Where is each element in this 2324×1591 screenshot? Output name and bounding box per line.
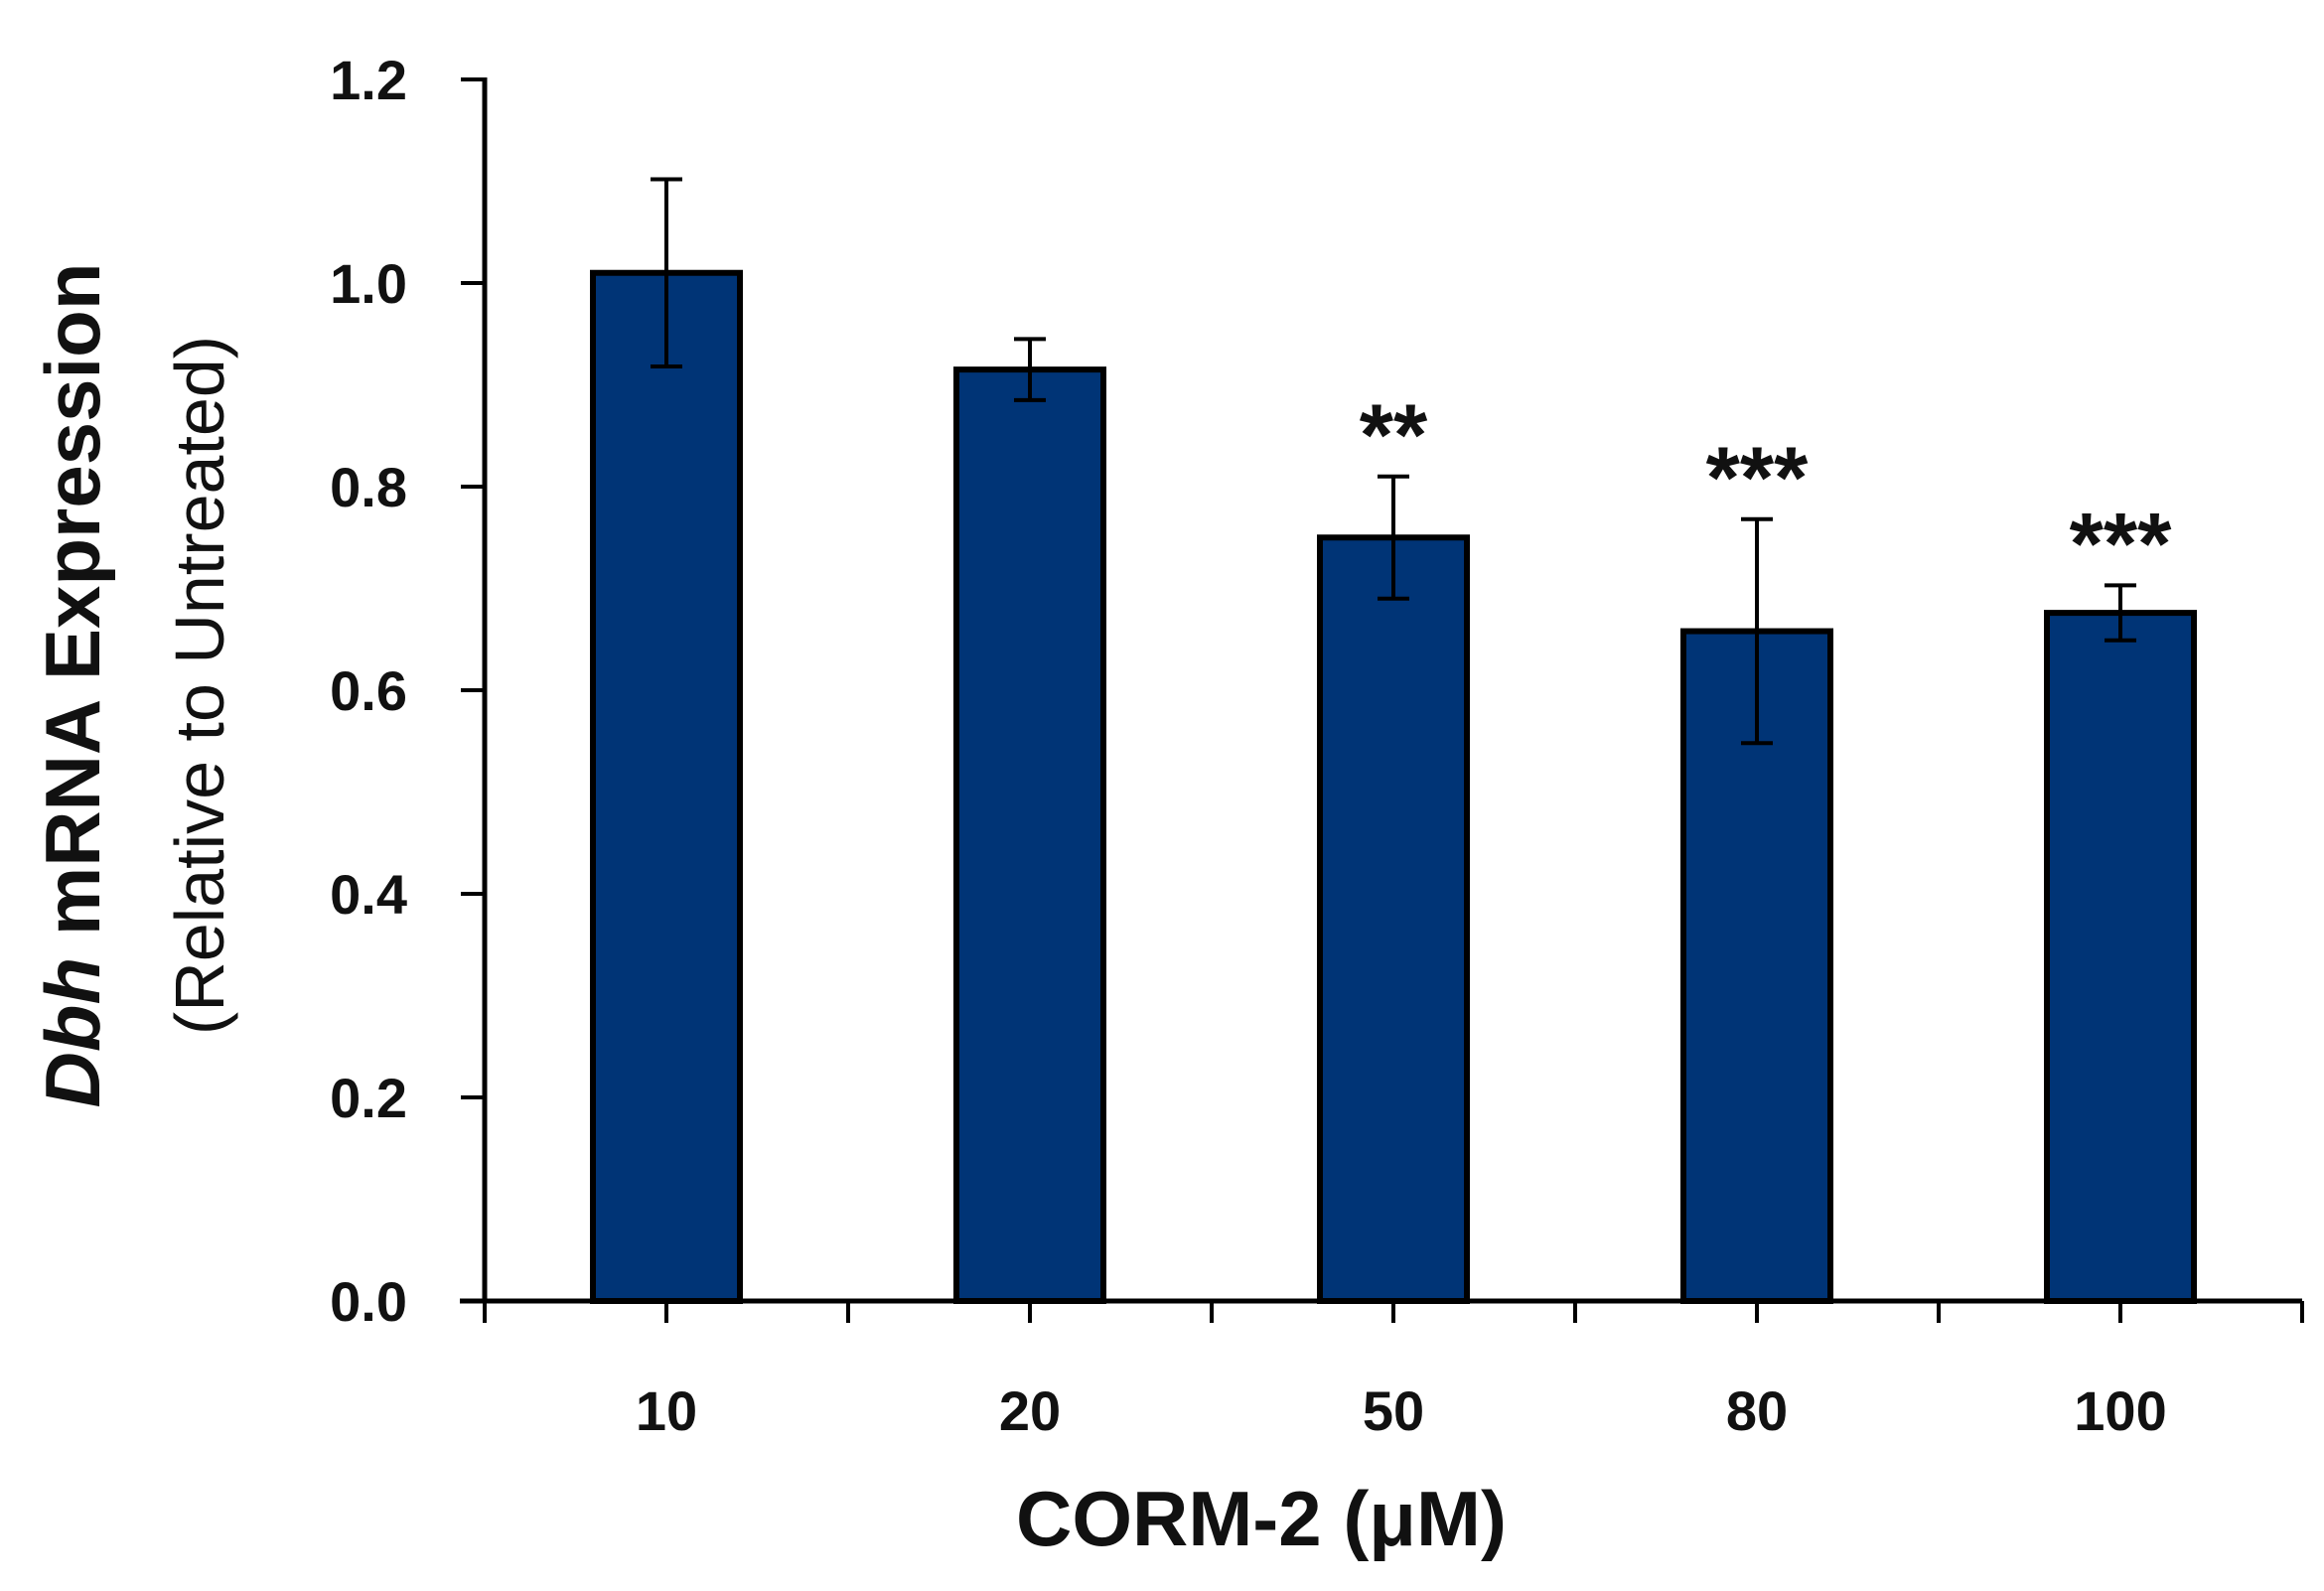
y-tick-label-1.2: 1.2 bbox=[330, 49, 407, 111]
y-tick-label-0.8: 0.8 bbox=[330, 456, 407, 518]
y-tick-label-0.2: 0.2 bbox=[330, 1067, 407, 1129]
x-ticks-layer: 10 20 50 80 100 bbox=[483, 1301, 2304, 1442]
svg-text:Dbh mRNA Expression: Dbh mRNA Expression bbox=[29, 263, 116, 1108]
x-tick-label-100: 100 bbox=[2074, 1379, 2166, 1442]
bar-10 bbox=[590, 269, 743, 1304]
y-tick-label-1.0: 1.0 bbox=[330, 252, 407, 315]
x-axis-title: CORM-2 (μM) bbox=[1016, 1475, 1507, 1562]
error-bars-layer bbox=[651, 177, 2136, 746]
y-tick-label-0.6: 0.6 bbox=[330, 659, 407, 722]
y-axis-subtitle-text: (Relative to Untreated) bbox=[161, 336, 238, 1035]
bar-80 bbox=[1680, 628, 1833, 1304]
y-ticks-layer: 0.0 0.2 0.4 0.6 0.8 1.0 1.2 bbox=[330, 49, 485, 1333]
x-tick-label-20: 20 bbox=[999, 1379, 1061, 1442]
y-axis-subtitle: (Relative to Untreated) bbox=[161, 336, 238, 1035]
significance-marker-100: *** bbox=[2070, 494, 2172, 592]
significance-marker-50: ** bbox=[1360, 385, 1428, 484]
bar-50 bbox=[1317, 534, 1470, 1304]
y-axis-title-main: mRNA Expression bbox=[29, 263, 116, 957]
significance-layer: ** ****** bbox=[1360, 385, 2172, 593]
y-axis-title-gene: Dbh bbox=[29, 957, 116, 1108]
significance-marker-80: *** bbox=[1706, 428, 1809, 526]
bar-20 bbox=[953, 366, 1106, 1304]
x-tick-label-50: 50 bbox=[1363, 1379, 1424, 1442]
y-tick-label-0.0: 0.0 bbox=[330, 1270, 407, 1333]
x-tick-label-10: 10 bbox=[636, 1379, 697, 1442]
bar-100 bbox=[2044, 610, 2197, 1304]
x-tick-label-80: 80 bbox=[1726, 1379, 1788, 1442]
y-tick-label-0.4: 0.4 bbox=[330, 863, 407, 926]
y-axis-title: Dbh mRNA Expression bbox=[29, 263, 116, 1108]
